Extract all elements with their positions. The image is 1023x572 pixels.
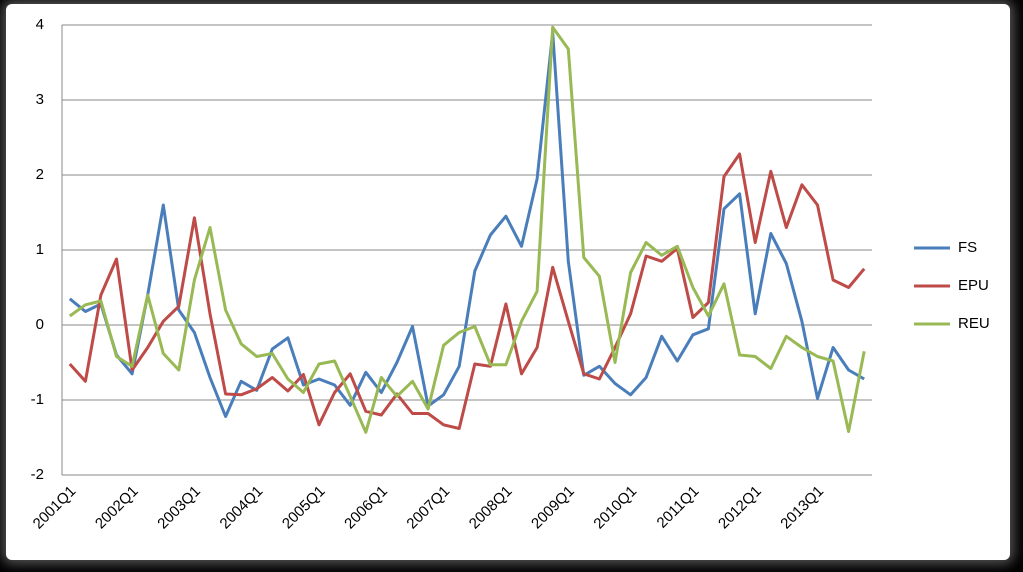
y-tick-label: 2 xyxy=(36,166,44,183)
x-tick-label: 2013Q1 xyxy=(777,483,827,533)
series-line xyxy=(68,152,866,430)
y-tick-label: -1 xyxy=(31,391,44,408)
x-tick-label: 2002Q1 xyxy=(92,483,142,533)
x-tick-label: 2008Q1 xyxy=(466,483,516,533)
x-tick-label: 2001Q1 xyxy=(30,483,80,533)
series-line xyxy=(68,25,866,434)
legend-label: FS xyxy=(958,239,977,256)
x-tick-label: 2011Q1 xyxy=(654,483,703,532)
y-tick-label: 4 xyxy=(36,16,44,33)
x-tick-label: 2005Q1 xyxy=(279,483,329,533)
series-line xyxy=(68,31,865,418)
y-tick-label: 0 xyxy=(36,316,44,333)
x-tick-label: 2004Q1 xyxy=(217,483,267,533)
legend-label: EPU xyxy=(958,277,989,294)
y-tick-label: 1 xyxy=(36,241,44,258)
x-tick-label: 2010Q1 xyxy=(590,483,640,533)
x-tick-label: 2006Q1 xyxy=(341,483,391,533)
y-tick-label: -2 xyxy=(31,466,44,483)
x-tick-label: 2009Q1 xyxy=(528,483,578,533)
legend-label: REU xyxy=(958,315,990,332)
y-tick-label: 3 xyxy=(36,91,44,108)
x-tick-label: 2012Q1 xyxy=(715,483,765,533)
x-tick-label: 2007Q1 xyxy=(403,483,453,533)
x-tick-label: 2003Q1 xyxy=(154,483,204,533)
